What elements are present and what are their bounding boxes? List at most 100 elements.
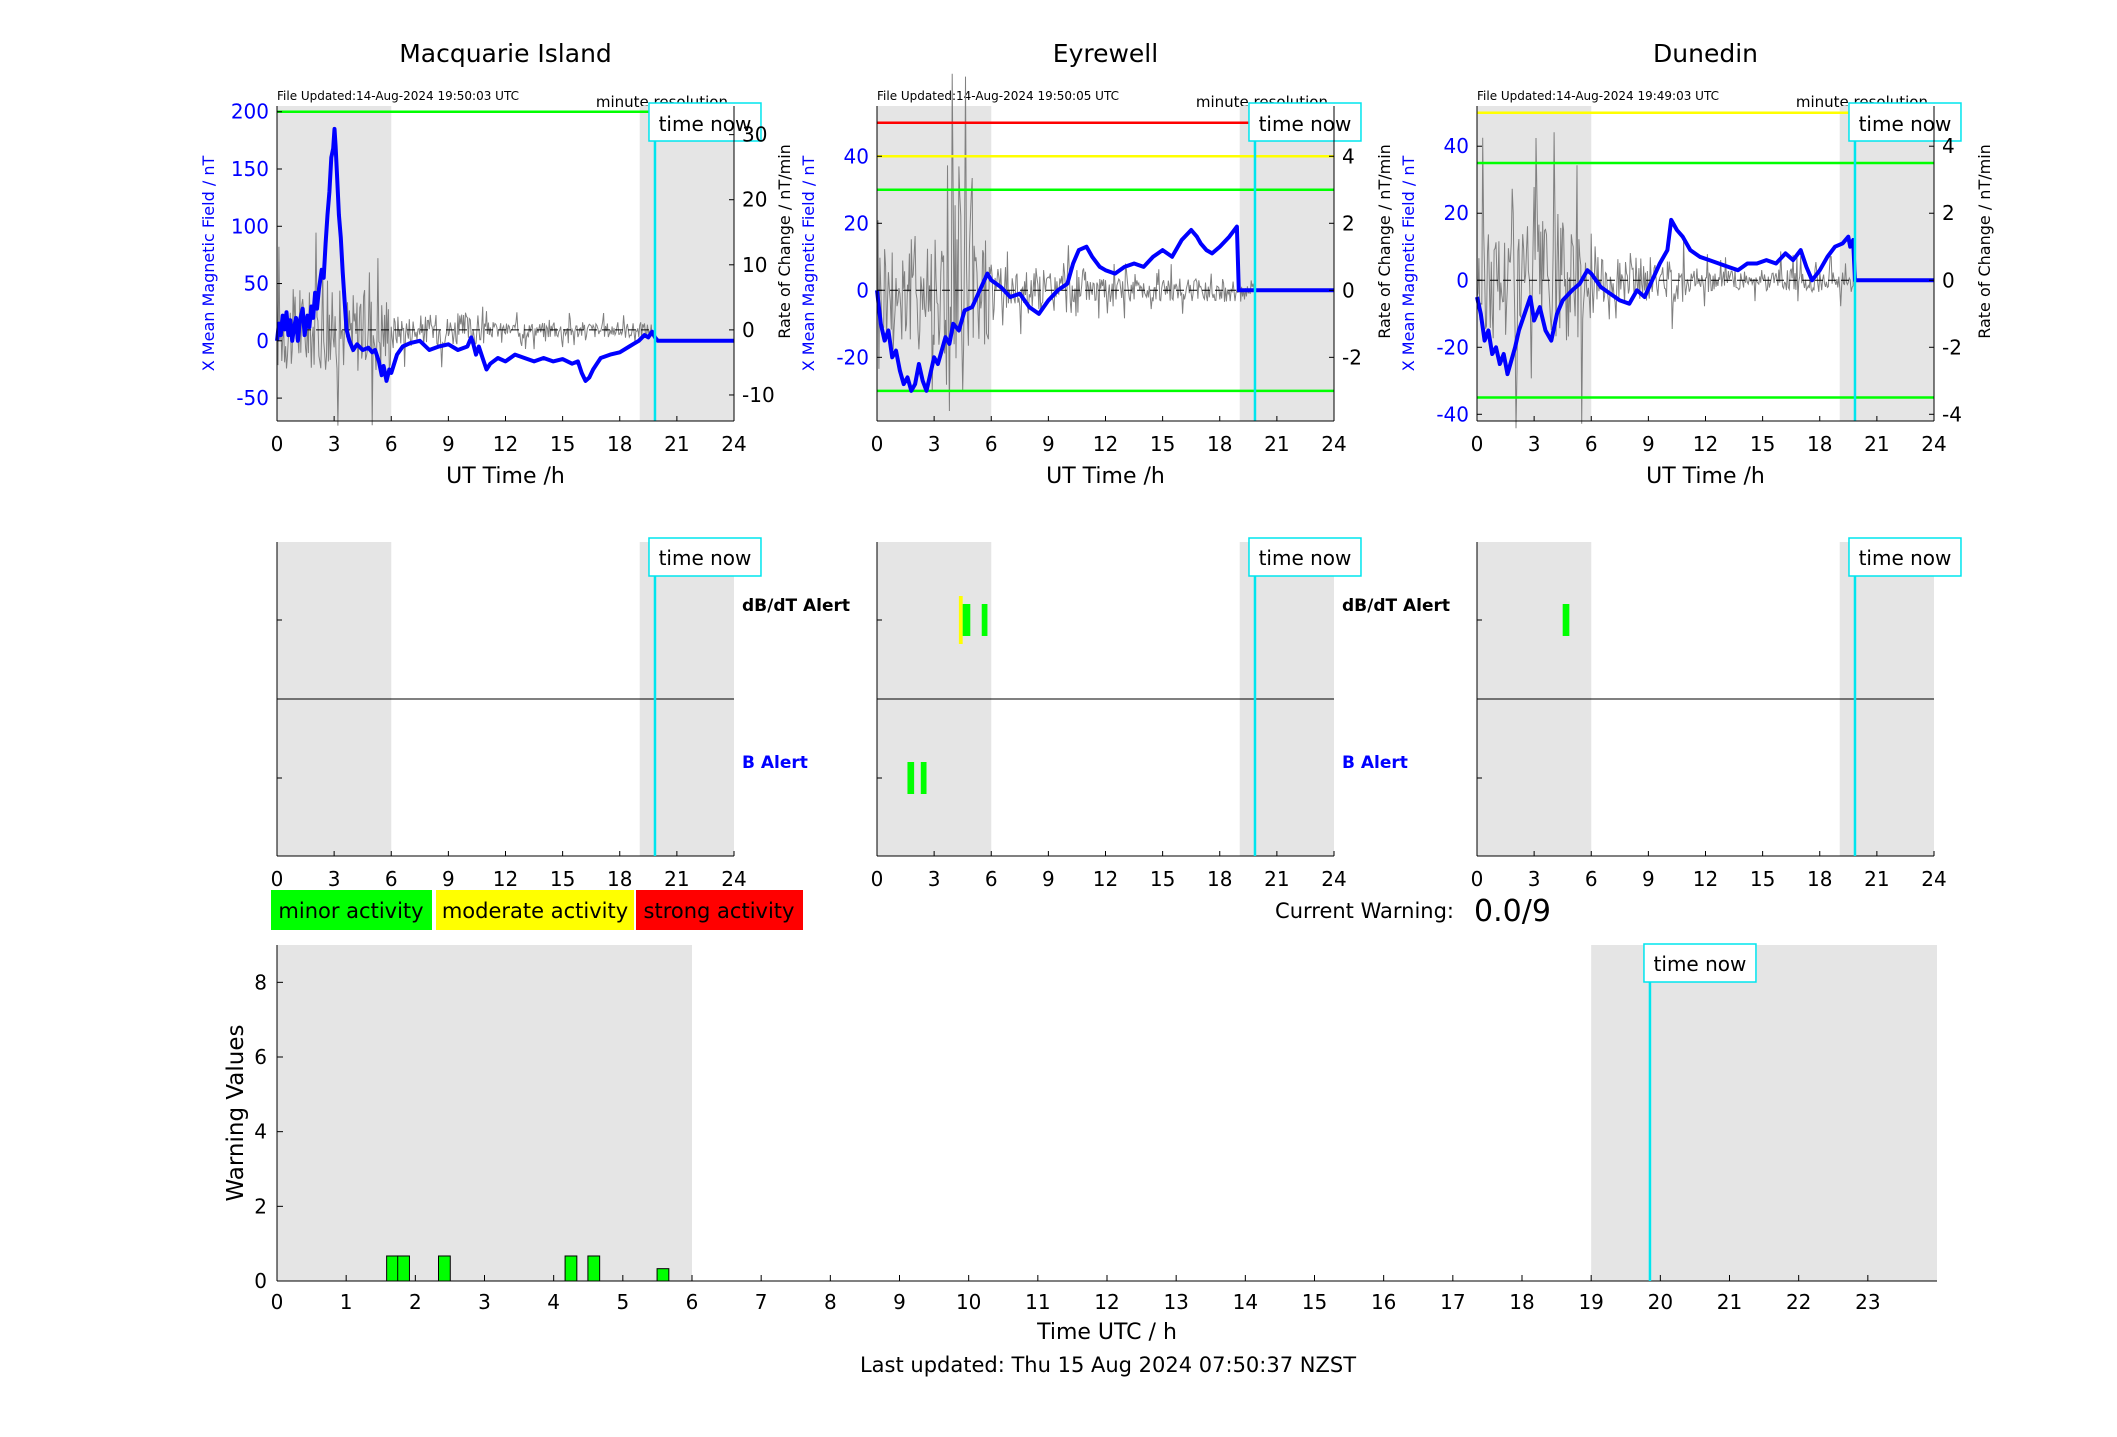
x-tick-label-dunedin: 3 <box>1528 432 1541 456</box>
legend-minor-label: minor activity <box>278 899 423 923</box>
rate-of-change-trace-eyrewell <box>876 73 1255 412</box>
warning-y-tick-label: 0 <box>254 1269 267 1293</box>
current-warning-label: Current Warning: <box>1275 899 1454 923</box>
alert-x-tick-label-eyrewell: 3 <box>928 867 941 891</box>
alert-time-now-box-eyrewell <box>1248 537 1362 577</box>
warning-night-shade-1 <box>1591 945 1937 1281</box>
y-tick-label-dunedin: 0 <box>1456 268 1469 292</box>
warning-x-tick-label: 12 <box>1094 1290 1119 1314</box>
x-field-trace-dunedin <box>1475 217 1934 377</box>
alert-x-tick-label-eyrewell: 18 <box>1207 867 1232 891</box>
alert-x-tick-label-dunedin: 0 <box>1471 867 1484 891</box>
x-tick-label-eyrewell: 3 <box>928 432 941 456</box>
x-field-trace-eyrewell <box>875 224 1334 393</box>
warning-x-tick-label: 6 <box>686 1290 699 1314</box>
legend-strong-swatch <box>636 890 803 930</box>
station-title-dunedin: Dunedin <box>1653 39 1758 68</box>
rate-tick-label-macquarie-island: 30 <box>742 123 767 147</box>
activity-legend: minor activity moderate activity strong … <box>271 890 803 930</box>
x-axis-label-eyrewell: UT Time /h <box>1046 464 1165 489</box>
rate-tick-label-macquarie-island: 20 <box>742 188 767 212</box>
x-tick-label-dunedin: 6 <box>1585 432 1598 456</box>
warning-x-tick-label: 9 <box>893 1290 906 1314</box>
time-now-box-macquarie-island <box>648 102 762 142</box>
dbdt-alert-label-eyrewell: dB/dT Alert <box>1342 596 1450 616</box>
alert-x-tick-label-eyrewell: 6 <box>985 867 998 891</box>
station-panel-eyrewell: Eyrewell File Updated:14-Aug-2024 19:50:0… <box>799 39 1394 489</box>
alert-x-tick-label-dunedin: 12 <box>1693 867 1718 891</box>
y-axis-label-macquarie-island: X Mean Magnetic Field / nT <box>199 156 218 372</box>
x-tick-label-dunedin: 18 <box>1807 432 1832 456</box>
y-tick-label-macquarie-island: 50 <box>244 272 269 296</box>
alert-x-tick-label-eyrewell: 15 <box>1150 867 1175 891</box>
alert-x-tick-label-macquarie-island: 6 <box>385 867 398 891</box>
x-tick-label-dunedin: 24 <box>1921 432 1946 456</box>
x-tick-label-eyrewell: 24 <box>1321 432 1346 456</box>
alert-x-tick-label-macquarie-island: 21 <box>664 867 689 891</box>
alert-time-now-box-dunedin <box>1848 537 1962 577</box>
x-field-trace-macquarie-island <box>275 126 734 383</box>
alert-time-now-label-macquarie-island: time now <box>659 546 752 570</box>
warning-x-tick-label: 20 <box>1648 1290 1673 1314</box>
time-now-box-eyrewell <box>1248 102 1362 142</box>
warning-x-tick-label: 13 <box>1163 1290 1188 1314</box>
rate-tick-label-eyrewell: 4 <box>1342 144 1355 168</box>
x-tick-label-dunedin: 21 <box>1864 432 1889 456</box>
dbdt-alert-bar-dunedin-0 <box>1562 604 1570 636</box>
time-now-label-dunedin: time now <box>1859 112 1952 136</box>
x-tick-label-macquarie-island: 15 <box>550 432 575 456</box>
alert-x-tick-label-macquarie-island: 9 <box>442 867 455 891</box>
warning-x-tick-label: 17 <box>1440 1290 1465 1314</box>
y-tick-label-dunedin: -20 <box>1436 335 1469 359</box>
alert-x-tick-label-eyrewell: 9 <box>1042 867 1055 891</box>
night-shade-eyrewell-0 <box>877 106 992 421</box>
alert-x-tick-label-dunedin: 6 <box>1585 867 1598 891</box>
y-tick-label-eyrewell: 0 <box>856 278 869 302</box>
y-tick-label-eyrewell: 20 <box>844 211 869 235</box>
y-tick-label-eyrewell: 40 <box>844 144 869 168</box>
x-tick-label-macquarie-island: 12 <box>493 432 518 456</box>
y-tick-label-macquarie-island: 200 <box>231 100 269 124</box>
x-tick-label-dunedin: 12 <box>1693 432 1718 456</box>
warning-x-tick-label: 19 <box>1578 1290 1603 1314</box>
x-tick-label-macquarie-island: 24 <box>721 432 746 456</box>
alert-x-tick-label-dunedin: 24 <box>1921 867 1946 891</box>
x-tick-label-dunedin: 0 <box>1471 432 1484 456</box>
warning-time-now-box <box>1643 943 1757 983</box>
warning-y-tick-label: 2 <box>254 1194 267 1218</box>
dbdt-alert-bar-eyrewell-0 <box>958 596 963 644</box>
alert-x-tick-label-dunedin: 21 <box>1864 867 1889 891</box>
y-tick-label-macquarie-island: 100 <box>231 214 269 238</box>
b-alert-label-eyrewell: B Alert <box>1342 753 1408 773</box>
alert-time-now-label-dunedin: time now <box>1859 546 1952 570</box>
x-tick-label-eyrewell: 9 <box>1042 432 1055 456</box>
y-tick-label-macquarie-island: 0 <box>256 329 269 353</box>
rate-axis-label-dunedin: Rate of Change / nT/min <box>1975 144 1994 339</box>
x-tick-label-eyrewell: 15 <box>1150 432 1175 456</box>
x-tick-label-eyrewell: 18 <box>1207 432 1232 456</box>
b-alert-label-macquarie-island: B Alert <box>742 753 808 773</box>
warning-bar-4 <box>587 1255 601 1282</box>
warning-bar-0 <box>386 1255 399 1282</box>
x-tick-label-macquarie-island: 3 <box>328 432 341 456</box>
file-updated-macquarie-island: File Updated:14-Aug-2024 19:50:03 UTC <box>277 89 519 103</box>
warning-x-tick-label: 18 <box>1509 1290 1534 1314</box>
warning-x-tick-label: 5 <box>616 1290 629 1314</box>
x-tick-label-macquarie-island: 6 <box>385 432 398 456</box>
rate-tick-label-eyrewell: -2 <box>1342 345 1362 369</box>
dbdt-alert-bar-eyrewell-1 <box>962 604 971 636</box>
warning-y-tick-label: 6 <box>254 1045 267 1069</box>
x-tick-label-eyrewell: 6 <box>985 432 998 456</box>
rate-tick-label-dunedin: -2 <box>1942 335 1962 359</box>
alert-panel-macquarie-island: 0 3 6 9 12 15 18 21 24 time now dB/dT Alert B Alert <box>271 537 850 891</box>
x-tick-label-macquarie-island: 18 <box>607 432 632 456</box>
x-tick-label-eyrewell: 12 <box>1093 432 1118 456</box>
x-tick-label-eyrewell: 21 <box>1264 432 1289 456</box>
rate-of-change-trace-dunedin <box>1476 132 1855 429</box>
legend-moderate-label: moderate activity <box>442 899 628 923</box>
legend-moderate-swatch <box>436 890 634 930</box>
rate-tick-label-dunedin: 2 <box>1942 201 1955 225</box>
y-tick-label-eyrewell: -20 <box>836 345 869 369</box>
legend-strong-label: strong activity <box>644 899 795 923</box>
